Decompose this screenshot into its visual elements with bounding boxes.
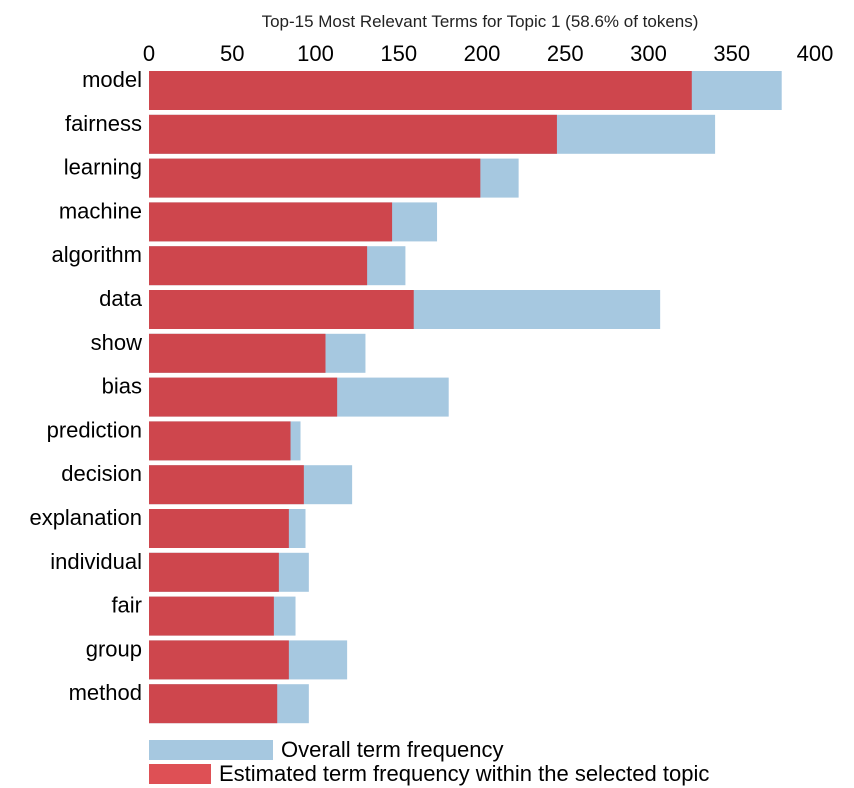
term-labels: model fairness learning machine algorithm dat… (29, 67, 142, 705)
x-tick-label: 350 (713, 41, 750, 66)
term-label: bias (102, 374, 142, 399)
bar-topic-data (149, 290, 414, 329)
term-label: prediction (47, 417, 142, 442)
term-label: individual (50, 549, 142, 574)
term-label: model (82, 67, 142, 92)
term-label: machine (59, 198, 142, 223)
bar-topic-decision (149, 465, 304, 505)
term-label: algorithm (52, 242, 142, 267)
bar-topic-bias (149, 377, 338, 417)
legend-label-overall: Overall term frequency (281, 737, 504, 762)
x-tick-label: 400 (797, 41, 834, 66)
term-label: data (99, 286, 143, 311)
bar-topic-individual (149, 552, 279, 592)
bar-topic-method (149, 684, 278, 724)
bar-topic-group (149, 640, 289, 680)
term-label: method (69, 680, 142, 705)
bar-topic-model (149, 71, 692, 110)
term-label: learning (64, 155, 142, 180)
bar-topic-fairness (149, 114, 557, 154)
x-tick-label: 50 (220, 41, 244, 66)
chart-title: Top-15 Most Relevant Terms for Topic 1 (… (262, 12, 699, 31)
x-tick-label: 200 (464, 41, 501, 66)
x-tick-label: 250 (547, 41, 584, 66)
plot-area (149, 71, 782, 724)
bar-topic-show (149, 333, 326, 373)
bar-topic-learning (149, 158, 481, 198)
term-label: decision (61, 461, 142, 486)
term-label: fair (111, 593, 142, 618)
legend-label-topic: Estimated term frequency within the sele… (219, 761, 709, 786)
x-axis: 0 50 100 150 200 250 300 350 400 (143, 41, 833, 66)
term-label: explanation (29, 505, 142, 530)
term-label: show (91, 330, 142, 355)
bar-topic-prediction (149, 421, 291, 461)
x-tick-label: 150 (380, 41, 417, 66)
term-label: fairness (65, 111, 142, 136)
bar-topic-fair (149, 596, 274, 636)
x-tick-label: 100 (297, 41, 334, 66)
x-tick-label: 0 (143, 41, 155, 66)
bar-topic-machine (149, 202, 393, 242)
bar-topic-algorithm (149, 246, 368, 286)
term-label: group (86, 636, 142, 661)
legend-swatch-topic (149, 764, 211, 784)
x-tick-label: 300 (630, 41, 667, 66)
legend-swatch-overall (149, 740, 273, 760)
bar-topic-explanation (149, 509, 289, 548)
